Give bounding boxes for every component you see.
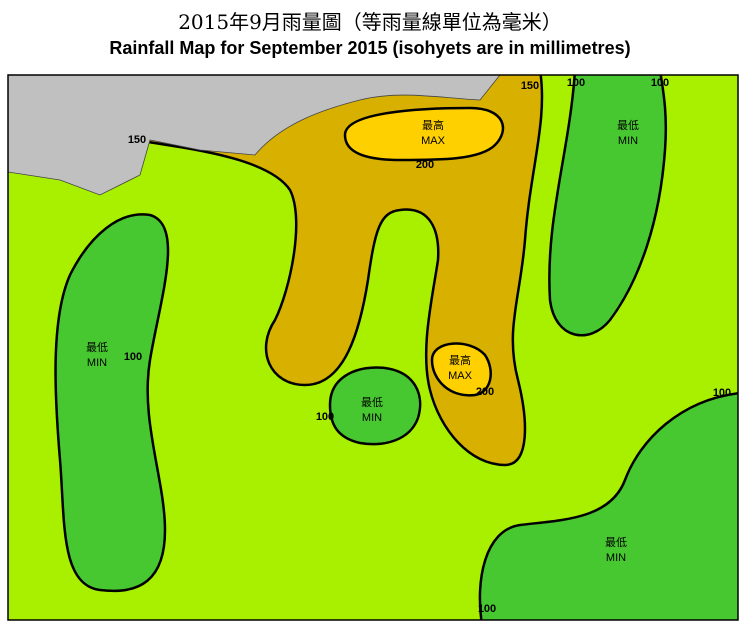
zone-label-en: MIN bbox=[618, 135, 638, 147]
isohyet-label: 100 bbox=[124, 351, 142, 363]
title-en: Rainfall Map for September 2015 (isohyet… bbox=[109, 38, 631, 58]
isohyet-label: 100 bbox=[713, 387, 731, 399]
zone-min bbox=[328, 366, 422, 446]
land bbox=[8, 75, 501, 196]
isohyet-label: 200 bbox=[476, 386, 494, 398]
zone-label-zh: 最低 bbox=[617, 119, 639, 132]
zone-label-en: MIN bbox=[362, 412, 382, 424]
zone-label-zh: 最高 bbox=[449, 353, 471, 367]
isohyet-label: 100 bbox=[316, 411, 334, 423]
zone-label-en: MAX bbox=[421, 135, 446, 147]
zone-label-en: MIN bbox=[606, 552, 626, 564]
isohyet-label: 150 bbox=[128, 134, 146, 146]
zone-label-zh: 最高 bbox=[422, 118, 444, 132]
zone-max bbox=[343, 106, 505, 162]
zone-min bbox=[478, 392, 738, 620]
zone-label-en: MAX bbox=[448, 370, 473, 382]
isohyet-label: 150 bbox=[521, 80, 539, 92]
zone-max bbox=[430, 342, 492, 397]
zone-min bbox=[54, 213, 170, 593]
zone-label-zh: 最低 bbox=[86, 341, 108, 354]
zone-label-zh: 最低 bbox=[605, 536, 627, 549]
isohyet-label: 100 bbox=[567, 77, 585, 89]
isohyet-label: 200 bbox=[416, 159, 434, 171]
title-zh: 2015年9月雨量圖（等雨量線單位為毫米） bbox=[178, 10, 562, 34]
zone-min bbox=[548, 75, 668, 337]
zone-label-zh: 最低 bbox=[361, 396, 383, 409]
zone-label-en: MIN bbox=[87, 357, 107, 369]
isohyet-label: 100 bbox=[478, 603, 496, 615]
isohyet-label: 100 bbox=[651, 77, 669, 89]
frame bbox=[7, 74, 739, 621]
